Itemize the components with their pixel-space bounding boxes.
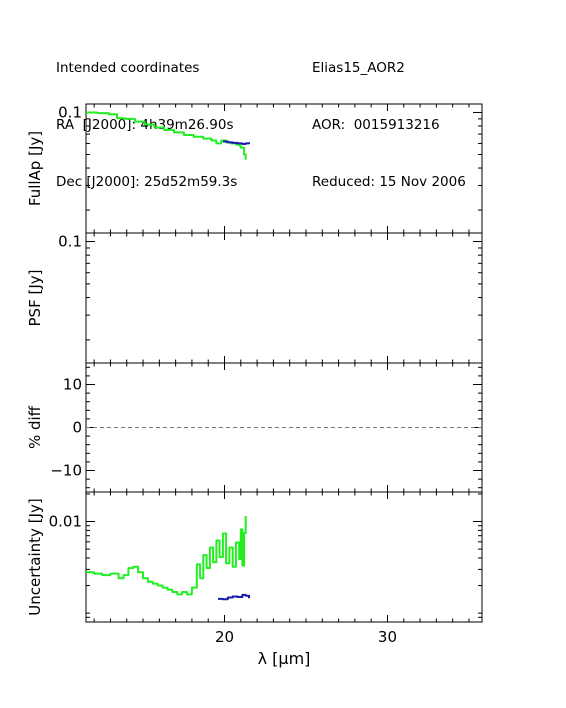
panel-4-frame: [85, 491, 483, 623]
panel-3-ytick-label: −10: [50, 462, 82, 480]
panel-4-series-blue: [218, 593, 250, 601]
panel-1-ylabel: FullAp [Jy]: [26, 131, 44, 206]
header-left: Intended coordinates RA [J2000]: 4h39m26…: [56, 21, 237, 211]
xlabel: λ [μm]: [258, 649, 311, 668]
panel-2-frame: [85, 232, 483, 364]
header-right-line-2: AOR: 0015913216: [312, 117, 440, 133]
panel-4-ylabel: Uncertainty [Jy]: [26, 498, 44, 615]
header-right-line-1: Elias15_AOR2: [312, 60, 405, 76]
panel-1-ytick-label: 0.1: [58, 103, 82, 121]
xtick-label: 20: [215, 628, 234, 646]
header-right-line-3: Reduced: 15 Nov 2006: [312, 174, 466, 190]
panel-2-ylabel: PSF [Jy]: [26, 270, 44, 327]
panel-3-ytick-label: 0: [72, 419, 82, 437]
xtick-label: 30: [378, 628, 397, 646]
header-right: Elias15_AOR2 AOR: 0015913216 Reduced: 15…: [312, 21, 466, 211]
panel-3-ylabel: % diff: [26, 405, 44, 449]
panel-1-series-green: [86, 111, 247, 160]
header-left-line-1: Intended coordinates: [56, 60, 200, 76]
panel-3-ytick-label: 10: [63, 376, 82, 394]
panel-1-series-blue: [222, 140, 250, 145]
panel-4-ytick-label: 0.01: [49, 513, 82, 531]
panel-4-series-green: [86, 516, 247, 596]
panel-2-ytick-label: 0.1: [58, 233, 82, 251]
header-left-line-3: Dec [J2000]: 25d52m59.3s: [56, 174, 238, 190]
